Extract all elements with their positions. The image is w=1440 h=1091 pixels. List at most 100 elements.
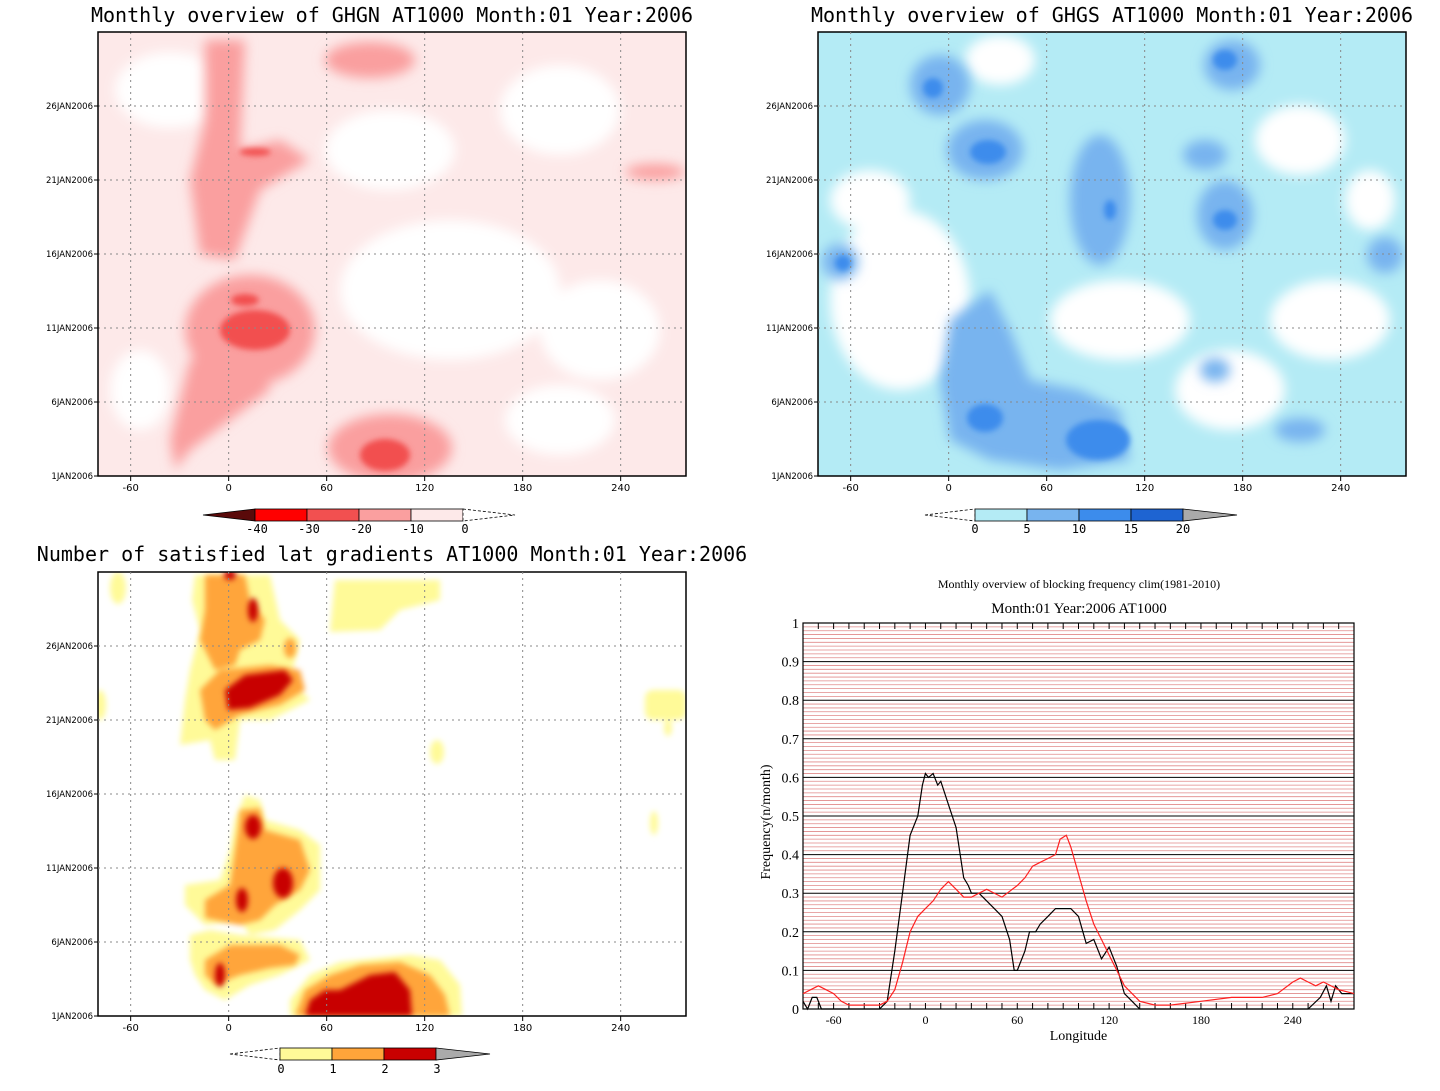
ghgn-grid: [98, 32, 686, 476]
blocking-y-tick-label: 0.6: [782, 771, 800, 786]
ghgn-x-tick-label: 0: [225, 483, 231, 494]
gradients-y-tick-label: 6JAN2006: [51, 938, 93, 948]
blocking-y-tick-label: 0.8: [782, 694, 800, 709]
ghgs-title: Monthly overview of GHGS AT1000 Month:01…: [811, 3, 1413, 27]
ghgs-y-tick-label: 21JAN2006: [766, 176, 813, 186]
blocking-y-tick-label: 0.5: [782, 810, 800, 825]
panel-gradients: Number of satisfied lat gradients AT1000…: [37, 542, 747, 1076]
blocking-x-tick-label: 240: [1284, 1013, 1302, 1027]
panel-ghgn: Monthly overview of GHGN AT1000 Month:01…: [46, 3, 693, 536]
ghgn-y-tick-label: 16JAN2006: [46, 250, 93, 260]
ghgs-y-tick-label: 26JAN2006: [766, 102, 813, 112]
gradients-level-3: [215, 572, 412, 1016]
ghgs-colorbar-label: 0: [971, 522, 978, 536]
ghgn-y-tick-label: 1JAN2006: [51, 472, 93, 482]
ghgn-y-axis: 1JAN2006 6JAN2006 11JAN2006 16JAN2006 21JAN2…: [46, 102, 98, 482]
blocking-series-black-line: [802, 772, 1354, 1011]
ghgn-x-tick-label: 180: [513, 483, 532, 494]
ghgs-x-tick-label: 0: [945, 483, 951, 494]
gradients-title: Number of satisfied lat gradients AT1000…: [37, 542, 747, 566]
blocking-y-tick-label: 0.4: [782, 849, 800, 864]
blocking-y-tick-label: 0.7: [782, 733, 800, 748]
ghgn-y-tick-label: 11JAN2006: [46, 324, 93, 334]
panel-blocking: Monthly overview of blocking frequency c…: [759, 577, 1355, 1044]
blocking-x-tick-label: 120: [1100, 1013, 1118, 1027]
ghgs-x-axis: -60 0 60 120 180 240: [842, 476, 1350, 494]
ghgn-x-tick-label: -60: [122, 483, 138, 494]
ghgn-colorbar-label: -40: [246, 522, 268, 536]
blocking-frame: [802, 622, 1355, 1010]
blocking-subtitle: Month:01 Year:2006 AT1000: [991, 601, 1166, 617]
ghgn-x-axis: -60 0 60 120 180 240: [122, 476, 630, 494]
ghgn-y-tick-label: 26JAN2006: [46, 102, 93, 112]
ghgn-colorbar-label: -20: [350, 522, 372, 536]
ghgn-y-tick-label: 6JAN2006: [51, 398, 93, 408]
ghgs-x-tick-label: -60: [842, 483, 858, 494]
ghgs-grid: [818, 32, 1406, 476]
blocking-y-tick-label: 0: [792, 1003, 799, 1018]
gradients-field: [98, 572, 686, 1016]
gradients-x-tick-label: 0: [225, 1023, 231, 1034]
ghgn-title: Monthly overview of GHGN AT1000 Month:01…: [91, 3, 693, 27]
gradients-y-tick-label: 16JAN2006: [46, 790, 93, 800]
blocking-minor-ticks: [802, 623, 1355, 1009]
ghgs-x-tick-label: 120: [1135, 483, 1154, 494]
ghgs-colorbar-label: 15: [1124, 522, 1138, 536]
ghgs-x-tick-label: 60: [1040, 483, 1053, 494]
ghgs-colorbar-label: 10: [1072, 522, 1086, 536]
gradients-x-tick-label: 60: [320, 1023, 333, 1034]
gradients-y-tick-label: 11JAN2006: [46, 864, 93, 874]
blocking-x-label: Longitude: [1050, 1029, 1108, 1044]
gradients-colorbar-label: 0: [277, 1062, 284, 1076]
ghgs-x-tick-label: 240: [1331, 483, 1350, 494]
ghgs-y-tick-label: 6JAN2006: [771, 398, 813, 408]
gradients-x-tick-label: 240: [611, 1023, 630, 1034]
blocking-y-tick-label: 0.3: [782, 887, 800, 902]
gradients-colorbar-label: 3: [433, 1062, 440, 1076]
ghgn-colorbar: -40 -30 -20 -10 0: [202, 508, 516, 536]
blocking-y-tick-label: 0.2: [782, 926, 800, 941]
ghgs-colorbar-label: 5: [1023, 522, 1030, 536]
ghgn-neutral-patches: [110, 52, 660, 455]
gradients-x-axis: -60 0 60 120 180 240: [122, 1016, 630, 1034]
blocking-y-tick-label: 1: [792, 617, 799, 632]
gradients-y-tick-label: 21JAN2006: [46, 716, 93, 726]
gradients-y-axis: 1JAN2006 6JAN2006 11JAN2006 16JAN2006 21JAN2…: [46, 642, 98, 1022]
blocking-x-tick-label: 60: [1011, 1013, 1023, 1027]
ghgs-colorbar: 0 5 10 15 20: [924, 508, 1238, 536]
ghgs-level-15: [835, 50, 1237, 460]
ghgn-x-tick-label: 60: [320, 483, 333, 494]
blocking-y-axis: 0 0.1 0.2 0.3 0.4 0.5 0.6 0.7 0.8 0.9 1: [782, 617, 1354, 1018]
blocking-x-tick-label: -60: [826, 1013, 842, 1027]
blocking-series-red-line: [802, 834, 1355, 1006]
blocking-y-tick-label: 0.9: [782, 656, 800, 671]
gradients-colorbar-label: 1: [329, 1062, 336, 1076]
blocking-y-tick-label: 0.1: [782, 964, 800, 979]
gradients-y-tick-label: 1JAN2006: [51, 1012, 93, 1022]
ghgs-x-tick-label: 180: [1233, 483, 1252, 494]
ghgn-colorbar-label: 0: [461, 522, 468, 536]
gradients-x-tick-label: -60: [122, 1023, 138, 1034]
ghgs-blank-patches: [830, 35, 1395, 430]
blocking-x-tick-label: 0: [922, 1013, 928, 1027]
blocking-x-axis: -60 0 60 120 180 240: [826, 1013, 1302, 1027]
blocking-title: Monthly overview of blocking frequency c…: [938, 577, 1220, 591]
ghgs-colorbar-label: 20: [1176, 522, 1190, 536]
panel-ghgs: Monthly overview of GHGS AT1000 Month:01…: [766, 3, 1413, 536]
ghgs-y-axis: 1JAN2006 6JAN2006 11JAN2006 16JAN2006 21JAN2…: [766, 102, 818, 482]
gradients-grid: [98, 572, 686, 1016]
gradients-x-tick-label: 120: [415, 1023, 434, 1034]
gradients-y-tick-label: 26JAN2006: [46, 642, 93, 652]
ghgn-x-tick-label: 240: [611, 483, 630, 494]
blocking-plot: 0 0.1 0.2 0.3 0.4 0.5 0.6 0.7 0.8 0.9 1 -60 0 60 120 18…: [759, 617, 1355, 1044]
ghgs-y-tick-label: 16JAN2006: [766, 250, 813, 260]
ghgn-colorbar-label: -30: [298, 522, 320, 536]
ghgn-x-tick-label: 120: [415, 483, 434, 494]
gradients-colorbar-label: 2: [381, 1062, 388, 1076]
blocking-x-tick-label: 180: [1192, 1013, 1210, 1027]
ghgn-level-20: [220, 148, 410, 471]
ghgs-y-tick-label: 11JAN2006: [766, 324, 813, 334]
blocking-y-label: Frequency(n/month): [759, 764, 774, 879]
ghgn-colorbar-label: -10: [402, 522, 424, 536]
